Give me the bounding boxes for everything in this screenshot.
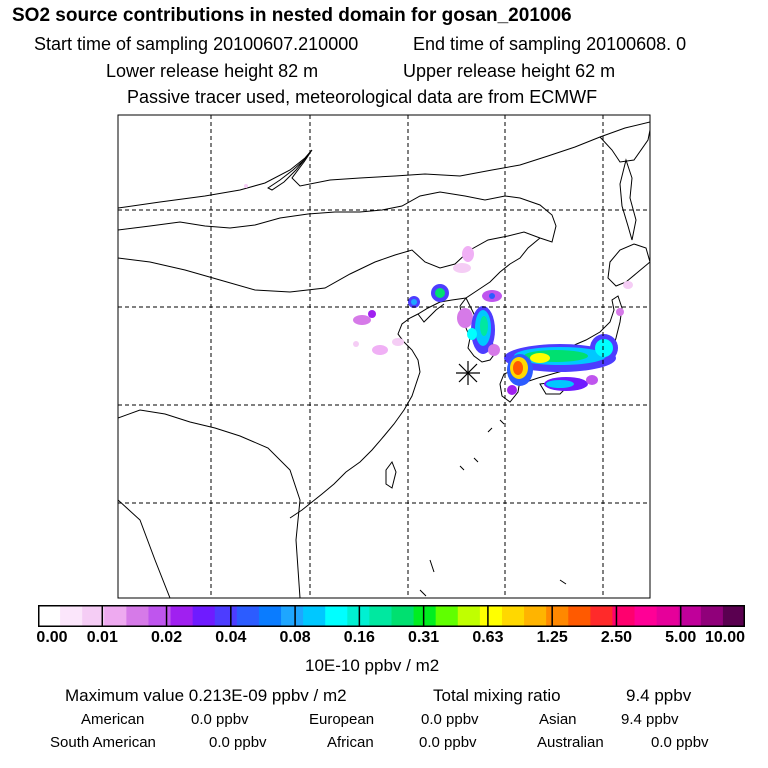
receptor-marker-icon [456,361,480,385]
upper-release-label: Upper release height 62 m [403,61,616,81]
region-name: European [309,711,375,728]
colorbar-swatch [82,605,105,627]
colorbar-swatch [148,605,172,627]
region-value: 0.0 ppbv [191,711,249,728]
colorbar-swatch [236,605,260,627]
colorbar-tick-label: 2.50 [600,629,633,646]
colorbar-swatch [170,605,194,627]
colorbar-swatch [678,605,702,627]
colorbar-tick-label: 0.04 [215,629,247,646]
colorbar-swatch [656,605,680,627]
colorbar-swatch [524,605,547,627]
colorbar-tick-label: 5.00 [665,629,697,646]
colorbar-swatch [192,605,216,627]
end-sampling-label: End time of sampling 20100608. 0 [413,34,687,54]
lower-release-label: Lower release height 82 m [106,61,319,81]
region-name: Australian [537,734,604,751]
colorbar-swatch [590,605,613,627]
colorbar-swatch [214,605,238,627]
colorbar-tick-label: 0.02 [150,629,183,646]
tracer-note: Passive tracer used, meteorological data… [127,87,598,107]
colorbar-swatch [700,605,724,627]
colorbar-swatch [457,605,481,627]
colorbar-swatch [612,605,636,627]
colorbar-units: 10E-10 ppbv / m2 [305,656,440,675]
colorbar-swatch [281,605,304,627]
colorbar-swatch [38,605,61,627]
colorbar-swatch [303,605,326,627]
colorbar-swatch [104,605,127,627]
start-sampling-label: Start time of sampling 20100607.210000 [34,34,359,54]
colorbar-swatch [369,605,392,627]
plot-title: SO2 source contributions in nested domai… [12,5,572,26]
colorbar-swatch [435,605,459,627]
colorbar-tick-label: 0.63 [472,629,504,646]
colorbar-tick-label: 1.25 [536,629,568,646]
colorbar-swatch [325,605,348,627]
region-value: 9.4 ppbv [621,711,679,728]
colorbar-border [38,605,745,627]
region-value: 0.0 ppbv [419,734,477,751]
colorbar-swatch [413,605,437,627]
colorbar-tick-label: 0.16 [343,629,375,646]
colorbar-swatch [634,605,658,627]
colorbar-tick-label: 0.01 [86,629,118,646]
so2-plumes [244,184,633,395]
colorbar-tick-label: 0.31 [408,629,440,646]
colorbar-tick-label: 0.08 [279,629,311,646]
colorbar-swatch [126,605,149,627]
colorbar-swatch [546,605,569,627]
colorbar-swatch [391,605,415,627]
region-name: American [81,711,145,728]
map-gridlines [118,115,650,598]
colorbar-tick-label: 10.00 [704,629,746,646]
colorbar-swatch [60,605,83,627]
colorbar-swatch [501,605,525,627]
total-mixing-value: 9.4 ppbv [626,686,692,705]
region-name: South American [50,734,156,751]
map-panel [117,114,651,599]
colorbar-swatch [258,605,282,627]
region-value: 0.0 ppbv [421,711,479,728]
region-name: African [327,734,374,751]
region-name: Asian [539,711,577,728]
total-mixing-label: Total mixing ratio [433,686,561,705]
colorbar-swatch [568,605,591,627]
region-value: 0.0 ppbv [209,734,267,751]
colorbar-swatch [722,605,745,627]
colorbar-swatch [479,605,503,627]
colorbar-tick-label: 0.00 [36,629,68,646]
colorbar-swatch [347,605,370,627]
colorbar [38,605,745,627]
region-value: 0.0 ppbv [651,734,709,751]
map-frame [117,114,651,599]
max-value-label: Maximum value 0.213E-09 ppbv / m2 [65,686,347,705]
